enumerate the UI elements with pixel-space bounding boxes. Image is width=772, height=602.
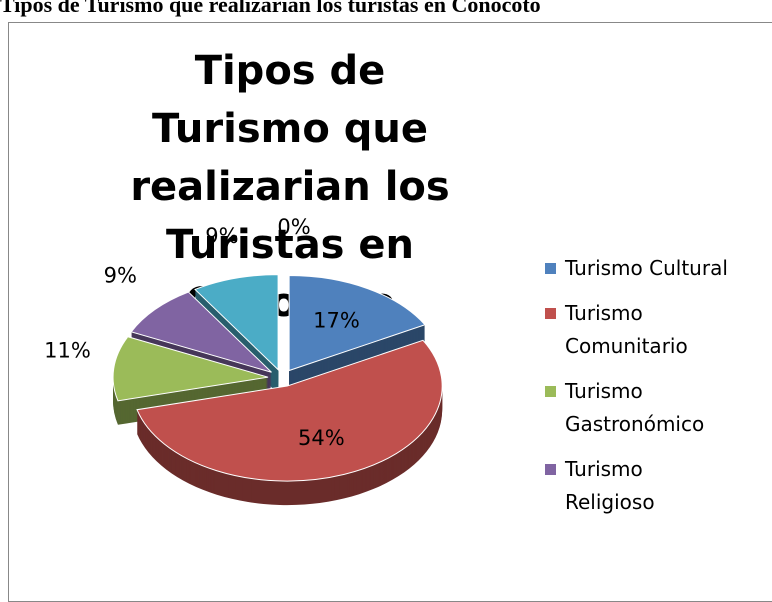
data-label: 54% (298, 426, 345, 450)
legend-swatch (545, 464, 556, 475)
legend: Turismo Cultural Turismo Comunitario Turis… (545, 252, 765, 531)
legend-label: Turismo Comunitario (565, 301, 688, 358)
legend-label: Turismo Religioso (565, 457, 655, 514)
slice (130, 291, 272, 373)
data-label: 0% (277, 215, 310, 239)
header-title: Tipos de Turismo que realizarian los tur… (0, 0, 541, 17)
legend-label: Turismo Cultural (565, 256, 728, 280)
slice (136, 339, 443, 482)
data-label: 11% (44, 339, 91, 363)
legend-item: Turismo Religioso (545, 453, 735, 519)
data-label: 9% (205, 224, 238, 248)
legend-swatch (545, 308, 556, 319)
data-label: 17% (313, 308, 360, 332)
slice (112, 336, 269, 402)
legend-label: Turismo Gastronómico (565, 379, 705, 436)
legend-item: Turismo Cultural (545, 252, 735, 285)
legend-swatch (545, 386, 556, 397)
data-label: 9% (104, 264, 137, 288)
slice (288, 275, 426, 372)
chart: 17% 54% 11% 9% 9% 0% (44, 215, 443, 506)
legend-swatch (545, 263, 556, 274)
legend-item: Turismo Comunitario (545, 297, 735, 363)
legend-item: Turismo Gastronómico (545, 375, 735, 441)
slice (194, 274, 279, 371)
